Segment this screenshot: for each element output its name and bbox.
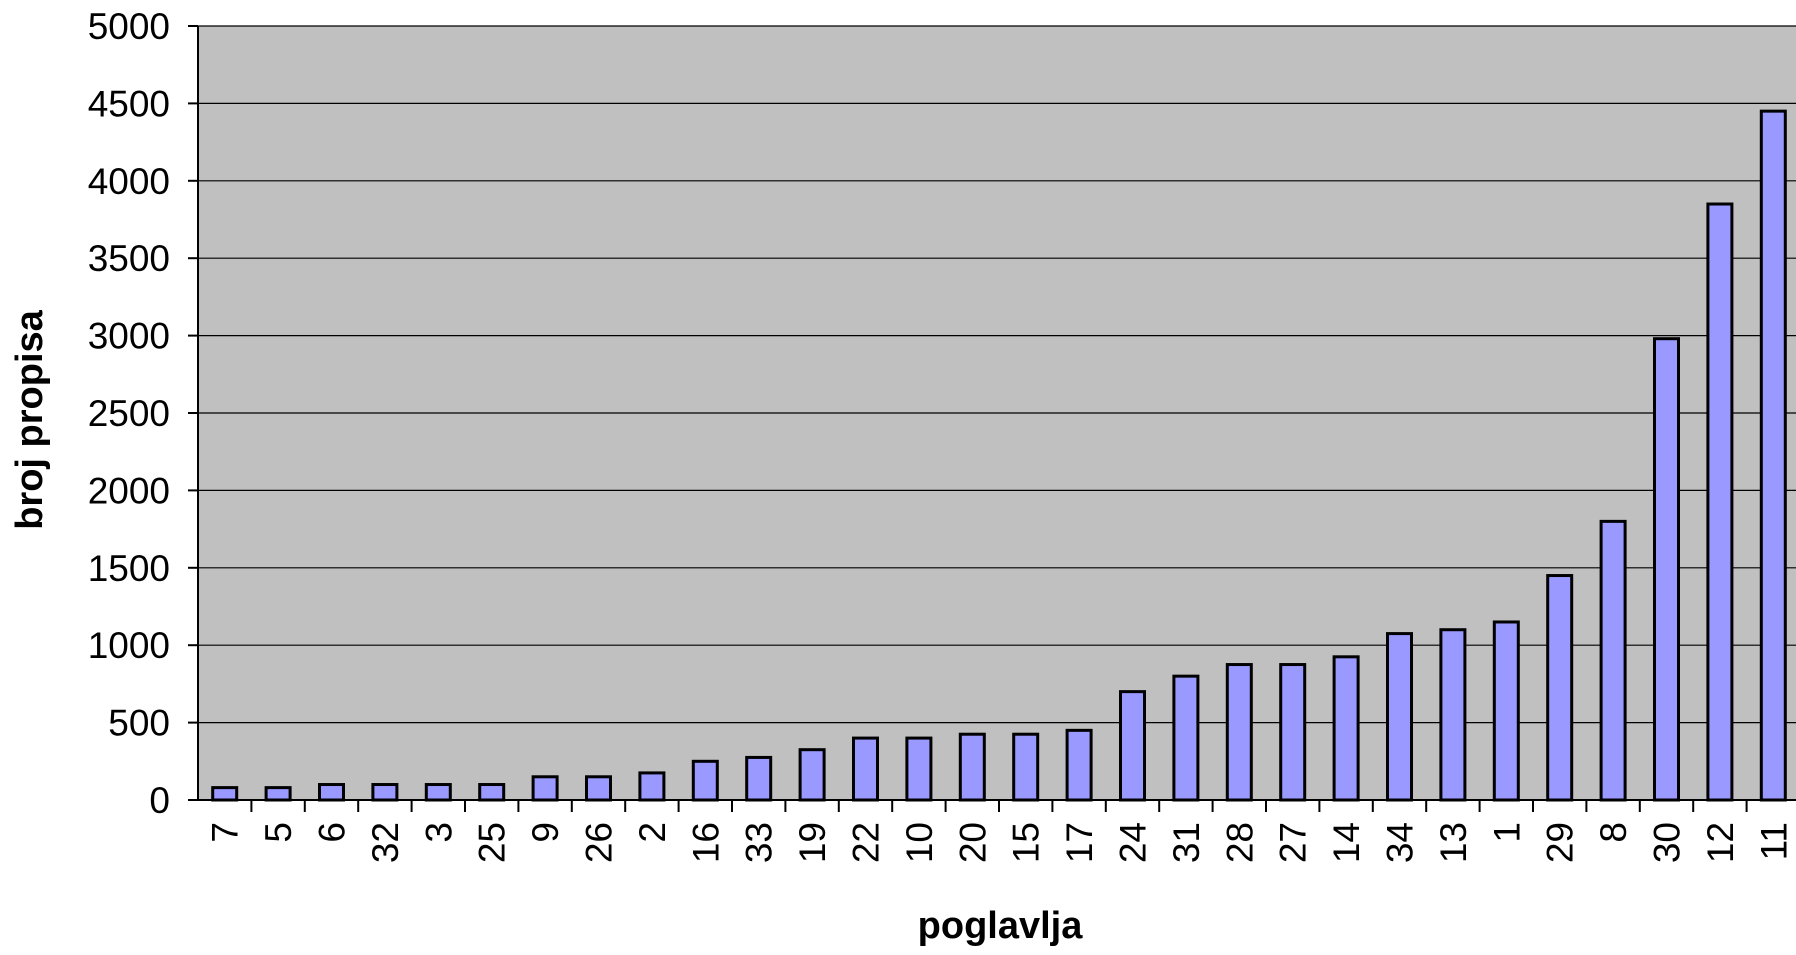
x-tick-label: 22 [846, 822, 887, 863]
y-tick-label: 2500 [88, 393, 170, 434]
bar-32 [371, 783, 399, 802]
bar-1 [1492, 620, 1520, 802]
bar-17 [1065, 728, 1093, 802]
y-tick-label: 1500 [88, 548, 170, 589]
y-ticks: 0 500 1000 1500 2000 2500 3000 3500 4000 4500 5000 [88, 6, 198, 821]
x-ticks: 7 5 6 32 3 25 9 26 2 16 33 19 22 10 20 15 17 24 31 28 27 14 34… [205, 800, 1794, 863]
bar-15 [1012, 732, 1040, 802]
bar-10 [905, 736, 933, 802]
x-tick-label: 6 [312, 822, 353, 843]
x-tick-label: 24 [1113, 822, 1154, 863]
x-tick-label: 30 [1647, 822, 1688, 863]
x-axis-title: poglavlja [918, 905, 1084, 947]
y-tick-label: 2000 [88, 470, 170, 511]
bar-8 [1599, 519, 1627, 802]
y-tick-label: 5000 [88, 6, 170, 47]
bar-33 [745, 755, 773, 802]
y-tick-label: 0 [149, 780, 170, 821]
x-tick-label: 13 [1433, 822, 1474, 863]
bar-6 [318, 783, 345, 802]
x-tick-label: 9 [525, 822, 566, 843]
bar-12 [1706, 202, 1734, 802]
y-tick-label: 500 [108, 703, 170, 744]
bar-28 [1225, 663, 1253, 802]
y-tick-label: 4000 [88, 161, 170, 202]
bar-7 [211, 786, 239, 802]
x-tick-label: 15 [1006, 822, 1047, 863]
x-tick-label: 5 [258, 822, 299, 843]
y-tick-label: 3000 [88, 316, 170, 357]
y-axis-title: broj propisa [9, 309, 51, 529]
x-tick-label: 11 [1753, 822, 1794, 860]
bar-13 [1439, 628, 1467, 802]
x-tick-label: 7 [205, 822, 246, 843]
y-tick-label: 1000 [88, 625, 170, 666]
x-tick-label: 17 [1059, 822, 1100, 863]
x-tick-label: 1 [1486, 822, 1527, 843]
bar-3 [424, 783, 452, 802]
bar-14 [1332, 655, 1360, 802]
bar-22 [852, 736, 879, 802]
x-tick-label: 20 [952, 822, 993, 863]
bar-5 [264, 786, 292, 802]
x-tick-label: 8 [1593, 822, 1634, 843]
y-tick-label: 3500 [88, 238, 170, 279]
gridlines [198, 25, 1796, 724]
bar-30 [1653, 337, 1680, 802]
y-tick-label: 4500 [88, 83, 170, 124]
bar-9 [531, 775, 559, 802]
x-tick-label: 31 [1166, 822, 1207, 863]
bar-31 [1172, 674, 1200, 802]
x-tick-label: 14 [1326, 822, 1367, 863]
x-tick-label: 25 [472, 822, 513, 863]
x-tick-label: 28 [1219, 822, 1260, 863]
bar-16 [691, 759, 719, 802]
x-tick-label: 16 [685, 822, 726, 863]
x-tick-label: 2 [632, 822, 673, 843]
x-tick-label: 10 [899, 822, 940, 863]
bar-29 [1546, 574, 1574, 802]
x-tick-label: 33 [739, 822, 780, 863]
bar-26 [585, 775, 612, 802]
x-tick-label: 12 [1700, 822, 1741, 863]
x-tick-label: 3 [418, 822, 459, 843]
bar-34 [1386, 632, 1413, 802]
x-tick-label: 27 [1273, 822, 1314, 863]
x-tick-label: 19 [792, 822, 833, 863]
x-tick-label: 26 [579, 822, 620, 863]
bar-25 [478, 783, 506, 802]
bar-2 [638, 771, 666, 802]
x-tick-label: 32 [365, 822, 406, 863]
bar-27 [1279, 663, 1307, 802]
x-tick-label: 29 [1540, 822, 1581, 863]
bar-19 [798, 748, 826, 802]
bar-11 [1759, 109, 1787, 802]
bar-20 [958, 732, 986, 802]
bar-24 [1119, 690, 1146, 802]
x-tick-label: 34 [1380, 822, 1421, 863]
